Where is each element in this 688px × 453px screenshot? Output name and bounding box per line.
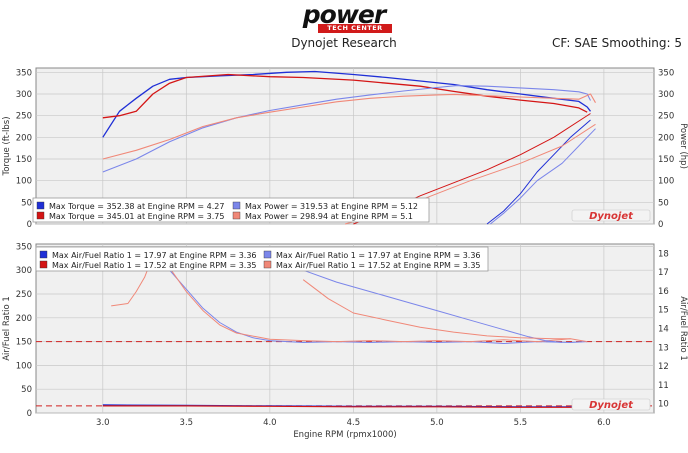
watermark-badge xyxy=(571,398,651,411)
y-axis-label: Air/Fuel Ratio 1 xyxy=(2,296,12,361)
legend-entry: Max Torque = 345.01 at Engine RPM = 3.75 xyxy=(49,212,224,221)
legend-entry: Max Air/Fuel Ratio 1 = 17.97 at Engine R… xyxy=(276,251,481,260)
watermark-text: Dynojet xyxy=(589,400,634,411)
plot-area xyxy=(35,243,655,414)
series-line-0 xyxy=(152,255,588,344)
panel-torque-power: 0 50 100 150 200 250 300 350 0 50 100 150 200 250 300 3… xyxy=(2,67,688,230)
legend-swatch xyxy=(263,260,272,269)
legend-swatch xyxy=(39,260,48,269)
logo-wordmark: power xyxy=(302,0,386,29)
watermark: Dynojet xyxy=(571,398,651,411)
legend-box xyxy=(32,197,430,223)
x-tick-label: 3.5 xyxy=(180,418,194,428)
y2-tick-label: 16 xyxy=(658,287,669,297)
y-tick-label: 50 xyxy=(21,385,32,395)
y2-tick-label: 250 xyxy=(658,112,674,122)
legend-swatch xyxy=(36,211,45,220)
y-tick-label: 0 xyxy=(27,220,32,230)
logo-subtitle: TECH CENTER xyxy=(318,24,392,33)
x-tick-label: 5.5 xyxy=(514,418,528,428)
legend: Max Torque = 352.38 at Engine RPM = 4.27… xyxy=(32,197,430,223)
settings-label: CF: SAE Smoothing: 5 xyxy=(551,36,682,50)
power-tech-center-logo: power TECH CENTER xyxy=(0,0,688,34)
series-line-5 xyxy=(102,405,588,408)
y2-tick-label: 15 xyxy=(658,306,669,316)
chart-title: Dynojet Research xyxy=(291,36,397,50)
y-tick-label: 200 xyxy=(16,133,32,143)
x-tick-label: 6.0 xyxy=(597,418,611,428)
y-tick-label: 0 xyxy=(27,409,32,419)
y2-tick-label: 150 xyxy=(658,155,674,165)
y2-tick-label: 100 xyxy=(658,177,674,187)
x-axis-label: Engine RPM (rpmx1000) xyxy=(293,430,396,440)
watermark: Dynojet xyxy=(571,209,651,222)
y2-tick-label: 17 xyxy=(658,268,669,278)
y2-tick-label: 10 xyxy=(658,400,669,410)
y2-tick-label: 13 xyxy=(658,343,669,353)
y2-tick-label: 0 xyxy=(658,220,663,230)
y2-tick-label: 350 xyxy=(658,68,674,78)
y2-tick-label: 300 xyxy=(658,90,674,100)
legend-box xyxy=(35,246,489,272)
y-tick-label: 100 xyxy=(16,361,32,371)
x-tick-label: 4.0 xyxy=(263,418,277,428)
series-line-5 xyxy=(489,128,596,225)
series-line-3 xyxy=(302,279,571,340)
y-axis-label: Torque (ft-lbs) xyxy=(2,116,12,176)
watermark-badge xyxy=(571,209,651,222)
y-tick-label: 350 xyxy=(16,242,32,252)
y-tick-label: 350 xyxy=(16,68,32,78)
legend-entry: Max Power = 319.53 at Engine RPM = 5.12 xyxy=(245,202,418,211)
y-tick-label: 300 xyxy=(16,90,32,100)
x-tick-label: 4.5 xyxy=(347,418,361,428)
y-tick-label: 50 xyxy=(21,198,32,208)
legend-entry: Max Air/Fuel Ratio 1 = 17.52 at Engine R… xyxy=(276,261,481,270)
x-tick-label: 5.0 xyxy=(430,418,444,428)
legend: Max Air/Fuel Ratio 1 = 17.97 at Engine R… xyxy=(35,246,489,272)
legend-entry: Max Torque = 352.38 at Engine RPM = 4.27 xyxy=(49,202,224,211)
legend-swatch xyxy=(39,250,48,259)
x-tick-label: 3.0 xyxy=(96,418,110,428)
series-line-4 xyxy=(486,119,591,225)
legend-entry: Max Air/Fuel Ratio 1 = 17.97 at Engine R… xyxy=(52,251,257,260)
y2-tick-label: 14 xyxy=(658,325,669,335)
series-line-1 xyxy=(102,73,588,119)
series-line-3 xyxy=(102,93,596,160)
y-tick-label: 250 xyxy=(16,290,32,300)
series-line-2 xyxy=(102,85,591,173)
y2-tick-label: 50 xyxy=(658,198,669,208)
legend-entry: Max Power = 298.94 at Engine RPM = 5.1 xyxy=(245,212,413,221)
watermark-text: Dynojet xyxy=(589,211,634,222)
y-tick-label: 300 xyxy=(16,266,32,276)
legend-swatch xyxy=(232,211,241,220)
y2-axis-label: Air/Fuel Ratio 1 xyxy=(678,296,688,361)
y-tick-label: 200 xyxy=(16,314,32,324)
legend-swatch xyxy=(232,201,241,210)
legend-swatch xyxy=(263,250,272,259)
legend-entry: Max Air/Fuel Ratio 1 = 17.52 at Engine R… xyxy=(52,261,257,270)
y-tick-label: 250 xyxy=(16,112,32,122)
y-tick-label: 150 xyxy=(16,338,32,348)
y2-tick-label: 200 xyxy=(658,133,674,143)
y2-tick-label: 18 xyxy=(658,249,669,259)
y-tick-label: 150 xyxy=(16,155,32,165)
y2-tick-label: 11 xyxy=(658,381,669,391)
y2-tick-label: 12 xyxy=(658,362,669,372)
legend-swatch xyxy=(36,201,45,210)
y2-axis-label: Power (hp) xyxy=(678,123,688,169)
panel-air-fuel: 0 50 100 150 200 250 300 350 10 11 12 13 14 15 16 17 18 3… xyxy=(2,242,688,440)
y-tick-label: 100 xyxy=(16,177,32,187)
